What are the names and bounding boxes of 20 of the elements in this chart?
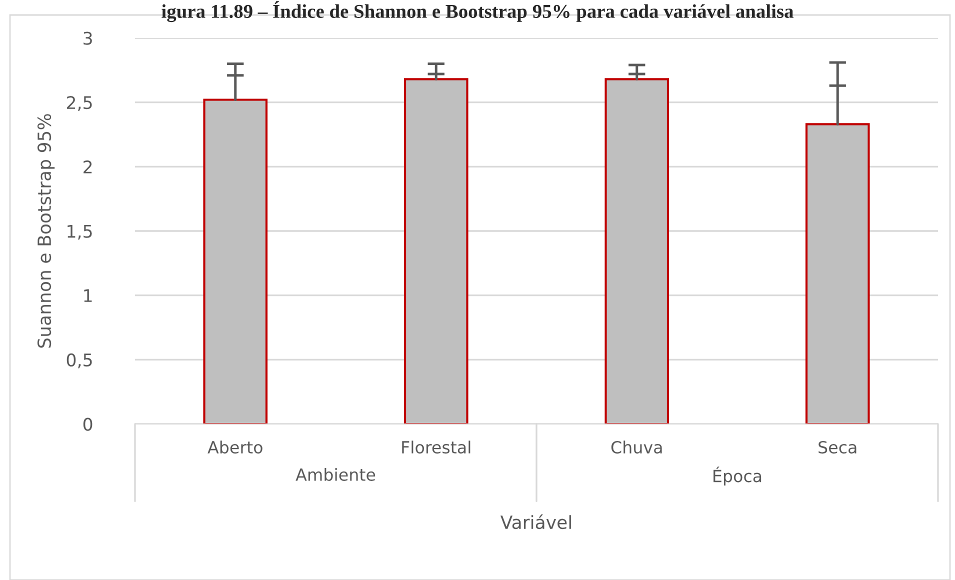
text: Época — [714, 466, 762, 486]
bar — [805, 123, 870, 424]
x-tick-label: Seca — [818, 440, 856, 454]
x-tick-label: Aberto — [208, 440, 262, 454]
y-tick-label: 1,5 — [68, 224, 92, 240]
bar — [404, 78, 468, 424]
x-tick-label: Chuva — [611, 440, 662, 454]
y-tick-label: 3 — [84, 32, 92, 45]
y-tick-label: 2,5 — [66, 96, 92, 111]
text: Ambiente — [296, 468, 376, 481]
y-tick-label: 2 — [84, 160, 92, 174]
x-tick-label: Florestal — [402, 440, 470, 454]
x-axis-title: Variável — [500, 514, 571, 530]
bar — [604, 78, 670, 424]
y-tick-label: 1 — [84, 289, 92, 302]
chart-title: igura 11.89 – Índice de Shannon e Bootstrap 95% para cada variável analisa — [162, 1, 794, 22]
bar — [203, 98, 268, 424]
y-axis-title: Suannon e Bootstrap 95% — [37, 114, 55, 348]
y-tick-label: 0,5 — [66, 353, 92, 368]
y-tick-label: 0 — [83, 418, 92, 431]
